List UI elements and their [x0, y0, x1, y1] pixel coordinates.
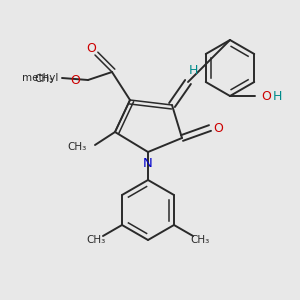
Text: H: H [273, 89, 282, 103]
Text: O: O [261, 89, 271, 103]
Text: O: O [70, 74, 80, 86]
Text: O: O [86, 43, 96, 56]
Text: CH₃: CH₃ [190, 235, 210, 245]
Text: O: O [213, 122, 223, 134]
Text: H: H [188, 64, 198, 76]
Text: CH₃: CH₃ [86, 235, 106, 245]
Text: CH₃: CH₃ [68, 142, 87, 152]
Text: CH₃: CH₃ [35, 74, 54, 84]
Text: N: N [143, 157, 153, 170]
Text: methyl: methyl [22, 73, 58, 83]
